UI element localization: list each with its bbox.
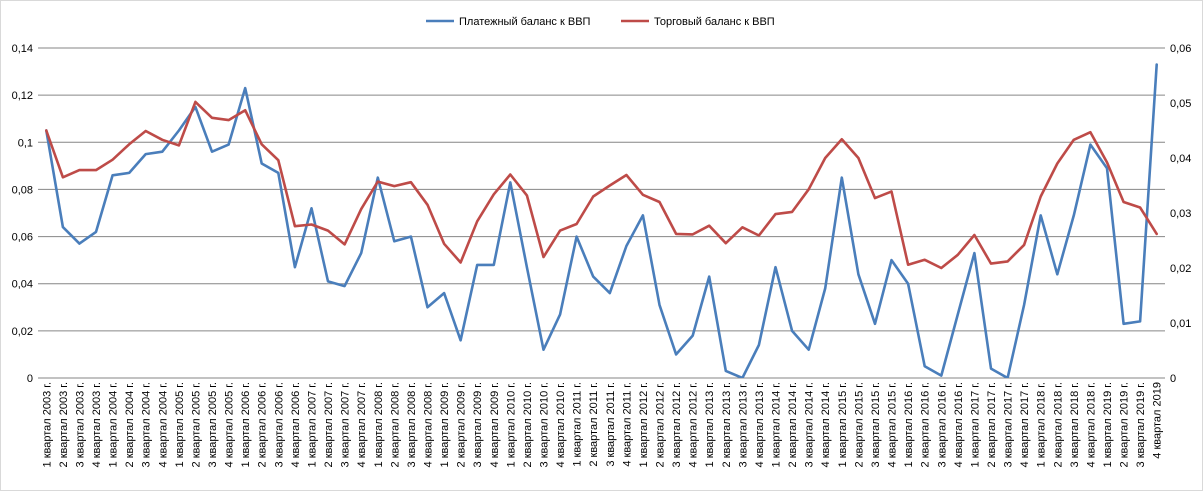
x-tick-label: 1 квартал 2009 г. bbox=[439, 382, 451, 467]
x-tick-label: 1 квартал 2006 г. bbox=[240, 382, 252, 467]
x-tick-label: 4 квартал 2003 г. bbox=[91, 382, 103, 467]
x-tick-label: 1 квартал 2004 г. bbox=[108, 382, 120, 467]
x-tick-label: 2 квартал 2013 г. bbox=[721, 382, 733, 467]
x-tick-label: 4 квартал 2004 г. bbox=[157, 382, 169, 467]
x-tick-label: 4 квартал 2017 г. bbox=[1019, 382, 1031, 467]
legend: Платежный баланс к ВВП Торговый баланс к… bbox=[426, 16, 775, 28]
x-tick-label: 4 квартал 2018 г. bbox=[1085, 382, 1097, 467]
x-tick-label: 4 квартал 2015 г. bbox=[887, 382, 899, 467]
x-tick-label: 4 квартал 2012 г. bbox=[688, 382, 700, 467]
x-tick-label: 2 квартал 2008 г. bbox=[389, 382, 401, 467]
x-tick-label: 2 квартал 2004 г. bbox=[124, 382, 136, 467]
right-tick-label: 0,03 bbox=[1170, 208, 1191, 220]
x-tick-label: 1 квартал 2014 г. bbox=[771, 382, 783, 467]
x-tick-label: 2 квартал 2003 г. bbox=[58, 382, 70, 467]
right-tick-label: 0,06 bbox=[1170, 43, 1191, 55]
x-tick-label: 4 квартал 2006 г. bbox=[290, 382, 302, 467]
x-tick-label: 2 квартал 2006 г. bbox=[257, 382, 269, 467]
right-tick-label: 0,01 bbox=[1170, 318, 1191, 330]
x-tick-label: 2 квартал 2018 г. bbox=[1052, 382, 1064, 467]
left-tick-label: 0,1 bbox=[18, 137, 33, 149]
x-tick-label: 2 квартал 2017 г. bbox=[986, 382, 998, 467]
x-tick-label: 4 квартал 2010 г. bbox=[555, 382, 567, 467]
x-tick-label: 3 квартал 2016 г. bbox=[936, 382, 948, 467]
x-tick-label: 1 квартал 2005 г. bbox=[174, 382, 186, 467]
x-tick-label: 3 квартал 2008 г. bbox=[406, 382, 418, 467]
left-tick-label: 0,08 bbox=[12, 184, 33, 196]
x-tick-label: 1 квартал 2003 г. bbox=[41, 382, 53, 467]
x-tick-label: 1 квартал 2017 г. bbox=[969, 382, 981, 467]
x-tick-label: 3 квартал 2017 г. bbox=[1003, 382, 1015, 467]
x-tick-label: 1 квартал 2019 г. bbox=[1102, 382, 1114, 467]
x-tick-label: 3 квартал 2003 г. bbox=[74, 382, 86, 467]
x-tick-label: 2 квартал 2009 г. bbox=[456, 382, 468, 467]
x-tick-label: 1 квартал 2012 г. bbox=[638, 382, 650, 467]
left-tick-label: 0 bbox=[27, 373, 33, 385]
right-tick-label: 0,04 bbox=[1170, 153, 1191, 165]
x-tick-label: 1 квартал 2010 г. bbox=[505, 382, 517, 467]
x-tick-label: 3 квартал 2005 г. bbox=[207, 382, 219, 467]
x-tick-label: 1 квартал 2011 г. bbox=[572, 382, 584, 467]
left-tick-label: 0,02 bbox=[12, 326, 33, 338]
right-axis-tick-labels: 0 0,01 0,02 0,03 0,04 0,05 0,06 bbox=[1170, 43, 1191, 385]
x-tick-label: 4 квартал 2007 г. bbox=[356, 382, 368, 467]
x-tick-label: 4 квартал 2013 г. bbox=[754, 382, 766, 467]
x-tick-label: 4 квартал 2016 г. bbox=[953, 382, 965, 467]
x-tick-label: 4 квартал 2009 г. bbox=[489, 382, 501, 467]
left-axis-tick-labels: 0 0,02 0,04 0,06 0,08 0,1 0,12 0,14 bbox=[12, 43, 33, 385]
x-tick-label: 4 квартал 2008 г. bbox=[422, 382, 434, 467]
x-tick-label: 2 квартал 2007 г. bbox=[323, 382, 335, 467]
right-tick-label: 0,02 bbox=[1170, 263, 1191, 275]
x-tick-label: 4 квартал 2019 bbox=[1152, 382, 1164, 459]
x-tick-label: 3 квартал 2012 г. bbox=[671, 382, 683, 467]
x-tick-label: 2 квартал 2010 г. bbox=[522, 382, 534, 467]
x-tick-label: 1 квартал 2015 г. bbox=[837, 382, 849, 467]
x-axis-tick-labels: 1 квартал 2003 г. 2 квартал 2003 г. 3 квар… bbox=[41, 382, 1163, 467]
x-tick-label: 3 квартал 2010 г. bbox=[538, 382, 550, 467]
x-tick-label: 2 квартал 2012 г. bbox=[655, 382, 667, 467]
x-tick-label: 1 квартал 2008 г. bbox=[373, 382, 385, 467]
legend-label-trade-balance: Торговый баланс к ВВП bbox=[654, 16, 775, 28]
series-line-trade-balance bbox=[45, 100, 1158, 270]
right-tick-label: 0 bbox=[1170, 373, 1176, 385]
x-tick-label: 3 квартал 2018 г. bbox=[1069, 382, 1081, 467]
left-tick-label: 0,14 bbox=[12, 43, 33, 55]
x-tick-label: 1 квартал 2007 г. bbox=[306, 382, 318, 467]
x-tick-label: 4 квартал 2014 г. bbox=[820, 382, 832, 467]
series-lines bbox=[45, 63, 1158, 378]
x-tick-label: 3 квартал 2013 г. bbox=[737, 382, 749, 467]
x-tick-label: 3 квартал 2004 г. bbox=[141, 382, 153, 467]
gridlines bbox=[38, 47, 1165, 379]
x-tick-label: 2 квартал 2011 г. bbox=[588, 382, 600, 467]
x-tick-label: 2 квартал 2014 г. bbox=[787, 382, 799, 467]
left-tick-label: 0,12 bbox=[12, 90, 33, 102]
x-tick-label: 2 квартал 2016 г. bbox=[920, 382, 932, 467]
x-tick-label: 4 квартал 2005 г. bbox=[224, 382, 236, 467]
left-tick-label: 0,06 bbox=[12, 232, 33, 244]
x-tick-label: 3 квартал 2007 г. bbox=[340, 382, 352, 467]
x-tick-label: 3 квартал 2015 г. bbox=[870, 382, 882, 467]
left-tick-label: 0,04 bbox=[12, 279, 33, 291]
x-tick-label: 1 квартал 2016 г. bbox=[903, 382, 915, 467]
x-tick-label: 2 квартал 2005 г. bbox=[190, 382, 202, 467]
x-tick-label: 3 квартал 2019 г. bbox=[1135, 382, 1147, 467]
x-tick-label: 1 квартал 2013 г. bbox=[704, 382, 716, 467]
x-tick-label: 1 квартал 2018 г. bbox=[1036, 382, 1048, 467]
x-tick-label: 2 квартал 2019 г. bbox=[1119, 382, 1131, 467]
x-tick-label: 3 квартал 2011 г. bbox=[605, 382, 617, 467]
x-tick-label: 4 квартал 2011 г. bbox=[621, 382, 633, 467]
series-line-payment-balance bbox=[45, 63, 1158, 378]
right-tick-label: 0,05 bbox=[1170, 98, 1191, 110]
legend-label-payment-balance: Платежный баланс к ВВП bbox=[459, 16, 591, 28]
x-tick-label: 3 квартал 2006 г. bbox=[273, 382, 285, 467]
x-tick-label: 3 квартал 2009 г. bbox=[472, 382, 484, 467]
x-tick-label: 3 квартал 2014 г. bbox=[804, 382, 816, 467]
x-tick-label: 2 квартал 2015 г. bbox=[853, 382, 865, 467]
